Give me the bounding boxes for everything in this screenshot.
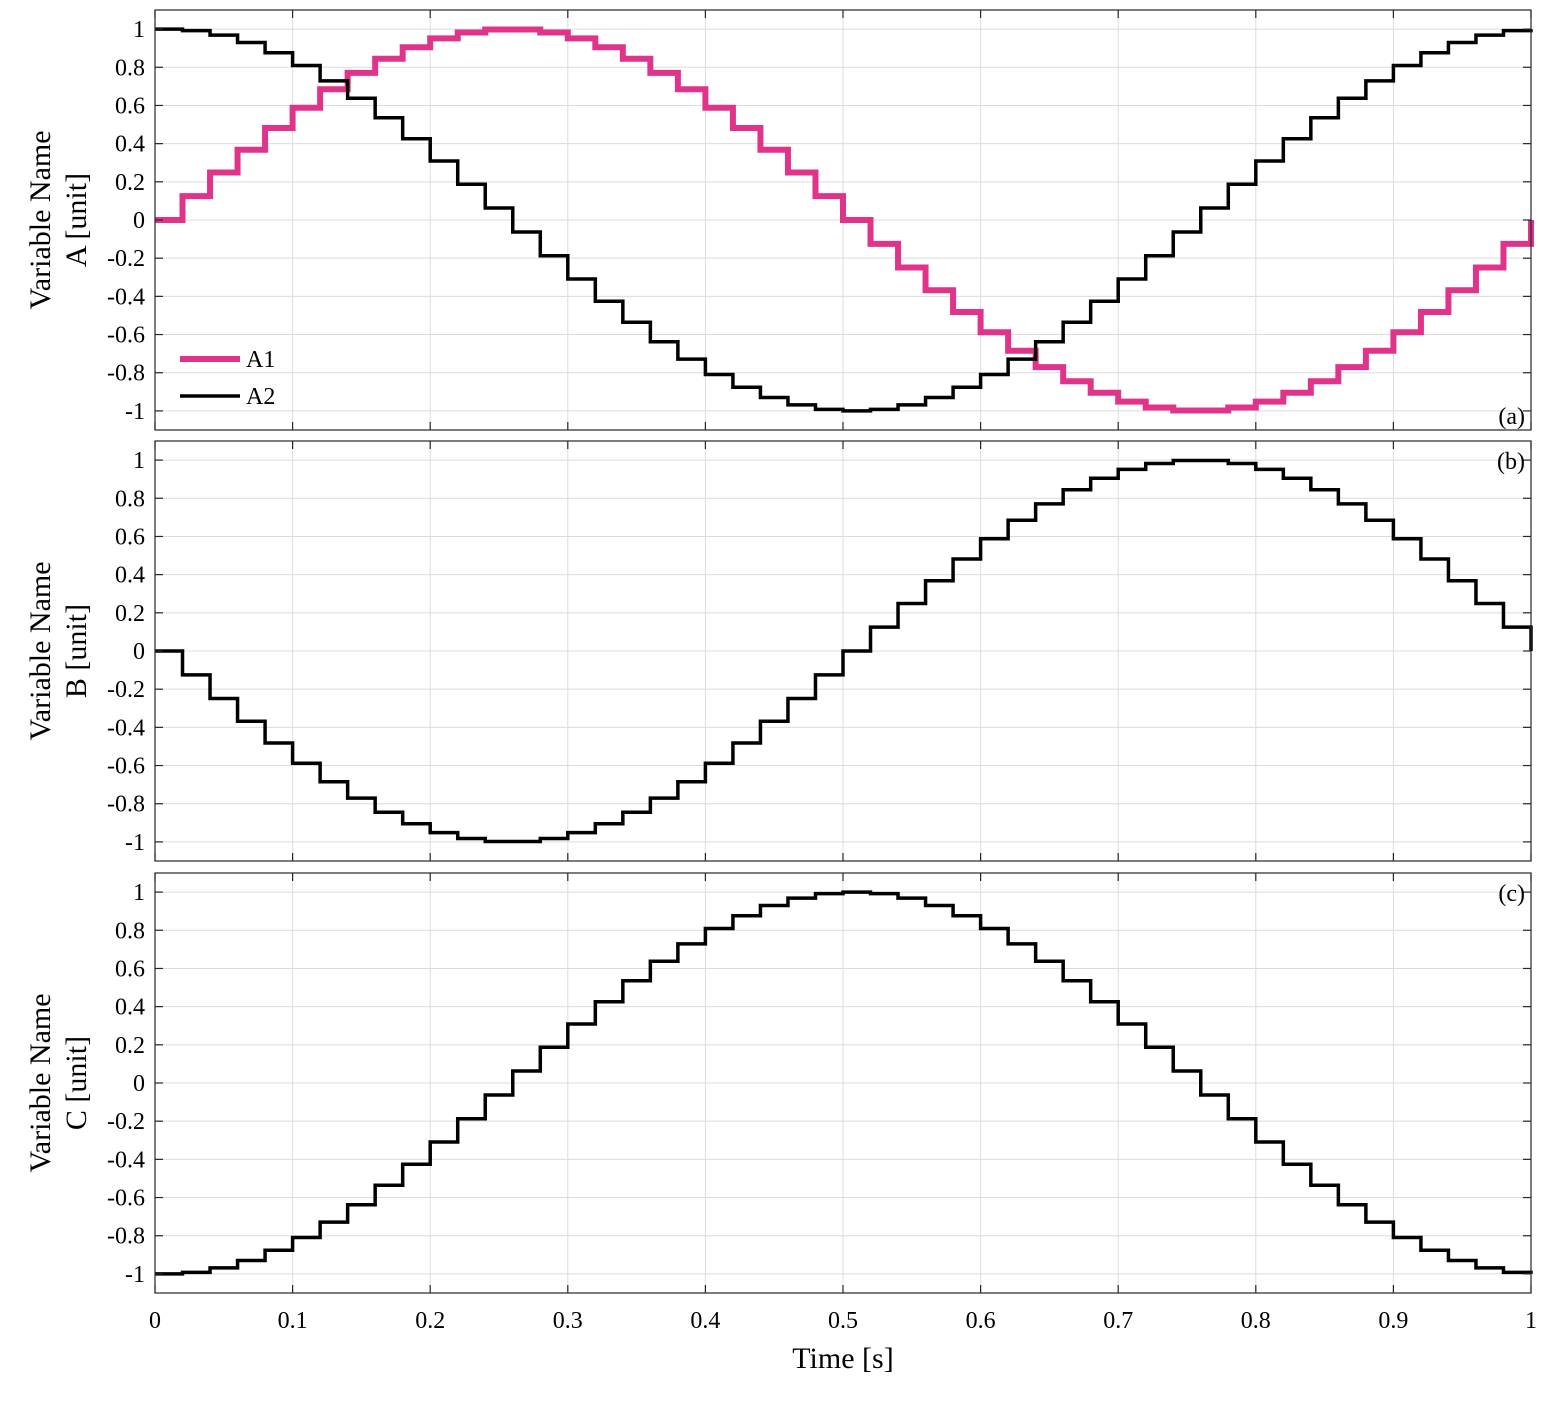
y-tick-label: -0.2 [107,246,145,272]
y-tick-label: -0.4 [107,715,145,741]
y-axis-label-line1: Variable Name [24,993,57,1172]
y-axis-label-line2: C [unit] [60,1036,93,1130]
y-tick-label: 1 [133,17,145,43]
y-axis-label-line1: Variable Name [24,561,57,740]
series-line-1 [155,890,1533,1276]
legend-label-A1: A1 [246,347,275,373]
y-tick-label: 0.6 [115,524,145,550]
panel-a: 1 0.8 0.6 0.4 0.2 0 -0.2 -0.4 -0.6 -0.8 -1 (a) Varia… [24,9,1534,431]
y-tick-label: -1 [125,1262,145,1288]
x-tick-label: 0.2 [415,1308,445,1334]
y-axis-label: Variable Name B [unit] [24,561,93,740]
y-tick-label: -0.2 [107,677,145,703]
y-tick-label: -0.4 [107,284,145,310]
y-tick-label: 0.2 [115,601,145,627]
y-tick-label: 0.4 [115,995,145,1021]
y-tick-label: -1 [125,399,145,425]
panel-c: 10.80.60.40.20-0.2-0.4-0.6-0.8-10 0.1 0.2 0… [24,872,1537,1334]
y-tick-label: 0.4 [115,132,145,158]
y-axis-label-line2: B [unit] [60,604,93,698]
y-tick-label: -0.8 [107,1224,145,1250]
x-tick-label: 0.5 [828,1308,858,1334]
x-tick-label: 0.1 [278,1308,308,1334]
y-tick-label: -0.4 [107,1147,145,1173]
x-tick-label: 0.9 [1378,1308,1408,1334]
y-tick-label: 1 [133,880,145,906]
legend-label-A2: A2 [246,384,275,410]
y-tick-label: 0.2 [115,1033,145,1059]
y-tick-label: 0 [133,639,145,665]
y-axis-label-line2: A [unit] [60,173,93,267]
y-tick-label: -0.2 [107,1109,145,1135]
x-axis-label: Time [s] [792,1342,893,1375]
y-tick-label: 0.2 [115,170,145,196]
y-tick-label: -0.6 [107,323,145,349]
y-tick-label: 0.4 [115,563,145,589]
x-tick-label: 0.3 [553,1308,583,1334]
y-tick-label: 0.8 [115,918,145,944]
panel-tag: (b) [1497,449,1525,475]
panel-tag: (a) [1498,404,1525,430]
panel-b: 1 0.8 0.6 0.4 0.2 0 -0.2 -0.4 -0.6 -0.8 -1 (b) Varia… [24,440,1533,862]
panel-tag: (c) [1498,881,1525,907]
series-line-A1 [155,26,1534,414]
y-tick-label: 0.6 [115,93,145,119]
y-tick-label: 0 [133,208,145,234]
y-tick-label: 0 [133,1071,145,1097]
y-axis-label: Variable Name C [unit] [24,993,93,1172]
y-tick-label: 1 [133,448,145,474]
series-line-1 [155,458,1533,844]
y-tick-label: 0.6 [115,956,145,982]
y-tick-label: -0.8 [107,361,145,387]
y-tick-label: 0.8 [115,486,145,512]
y-tick-label: -0.6 [107,1186,145,1212]
y-axis-label-line1: Variable Name [24,130,57,309]
y-tick-label: 0.8 [115,55,145,81]
x-tick-label: 0.6 [966,1308,996,1334]
x-tick-label: 1 [1525,1308,1537,1334]
y-tick-label: -0.6 [107,754,145,780]
x-tick-label: 0 [149,1308,161,1334]
x-tick-label: 0.7 [1103,1308,1133,1334]
y-axis-label: Variable Name A [unit] [24,130,93,309]
x-tick-label: 0.8 [1241,1308,1271,1334]
x-tick-label: 0.4 [690,1308,720,1334]
y-tick-label: -1 [125,830,145,856]
y-tick-label: -0.8 [107,792,145,818]
series-line-A2 [155,27,1533,413]
